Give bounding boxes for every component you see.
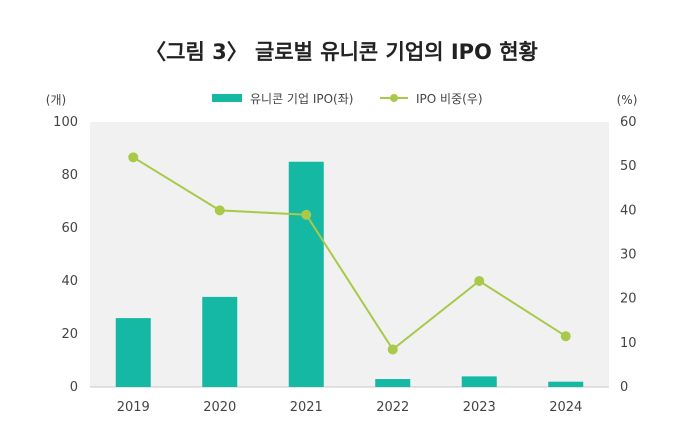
x-tick-label: 2020 [203,400,236,415]
right-tick-label: 0 [620,380,628,395]
x-tick-label: 2022 [376,400,409,415]
bar [548,381,584,387]
right-tick-label: 60 [620,115,637,130]
bar [115,318,151,387]
right-tick-label: 10 [620,336,637,351]
left-tick-label: 100 [53,115,78,130]
x-tick-label: 2024 [549,400,582,415]
bar [288,161,324,387]
right-tick-label: 20 [620,292,637,307]
x-tick-label: 2021 [290,400,323,415]
bar [461,376,497,387]
x-tick-label: 2023 [463,400,496,415]
legend: 유니콘 기업 IPO(좌) IPO 비중(우) [212,92,483,106]
line-point [214,205,225,216]
left-axis-unit: (개) [46,93,66,107]
legend-line-marker [390,94,398,102]
legend-bar-label: 유니콘 기업 IPO(좌) [250,92,353,106]
right-axis-unit: (%) [617,93,638,107]
bar-series [115,161,584,387]
left-tick-label: 20 [61,327,78,342]
line-point [474,276,485,286]
x-axis-ticks: 2019 2020 2021 2022 2023 2024 [117,400,583,415]
left-tick-label: 0 [70,380,78,395]
line-point [387,344,398,355]
left-tick-label: 80 [61,168,78,183]
left-tick-label: 40 [61,274,78,289]
legend-bar-swatch [212,94,242,102]
legend-line-label: IPO 비중(우) [416,92,483,106]
series-line [132,156,567,351]
chart-title: 〈그림 3〉 글로벌 유니콘 기업의 IPO 현황 [145,40,538,64]
line-series [128,152,571,355]
bar [375,379,411,387]
left-axis-ticks: 0 20 40 60 80 100 [53,115,78,395]
x-tick-label: 2019 [117,400,150,415]
right-tick-label: 30 [620,248,637,263]
right-tick-label: 50 [620,159,637,174]
right-axis-ticks: 0 10 20 30 40 50 60 [620,115,637,395]
plot-area [90,122,609,387]
line-point [128,152,139,163]
right-tick-label: 40 [620,203,637,218]
bar [202,296,238,387]
line-point [560,331,571,342]
left-tick-label: 60 [61,221,78,236]
line-point [301,209,312,220]
